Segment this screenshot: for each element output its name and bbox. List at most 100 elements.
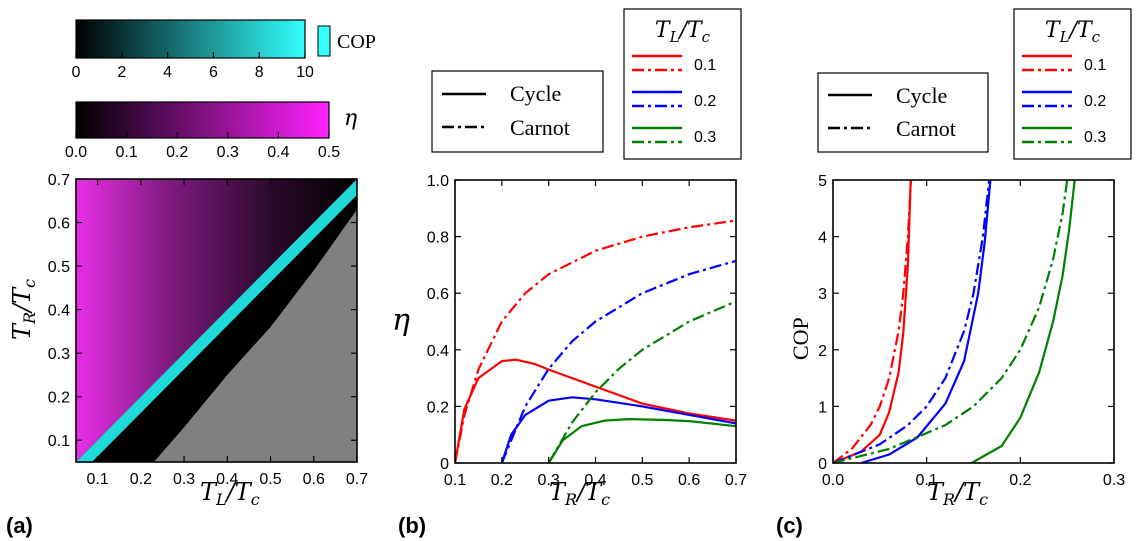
panel-b: 0.1 0.2 0.3 0.4 0.5 0.6 0.7 0 0.2 0.4 0.6 0.8 1.0 TR… (392, 8, 747, 538)
y-tick-label: 5 (818, 173, 827, 190)
series-line-0.3-cycle (971, 180, 1076, 463)
x-tick-label: 0.4 (584, 472, 606, 489)
panel-b-series-legend: TL/Tc 0.1 0.2 0.3 (623, 8, 742, 160)
panel-c-frame (832, 179, 1115, 464)
panel-a-ylabel: TR/Tc (8, 279, 39, 340)
series-line-0.1-carnot (455, 219, 736, 463)
panel-c: 0.0 0.1 0.2 0.3 0 1 2 3 4 5 TR/Tc COP (c) Cycle C… (776, 8, 1132, 538)
series-line-0.3-cycle (547, 418, 736, 463)
legend-carnot-label-c: Carnot (896, 116, 956, 141)
panel-c-ticks: 0.0 0.1 0.2 0.3 0 1 2 3 4 5 (818, 173, 1125, 489)
panel-c-style-legend: Cycle Carnot (817, 72, 989, 153)
panel-b-style-legend: Cycle Carnot (431, 70, 604, 153)
y-tick-label: 0 (818, 456, 827, 473)
panel-c-series-legend: TL/Tc 0.1 0.2 0.3 (1013, 8, 1132, 160)
legend-carnot-label: Carnot (510, 115, 570, 140)
eta-colorbar: η 0.0 0.1 0.2 0.3 0.4 0.5 (65, 101, 357, 161)
panel-a-frame (75, 178, 358, 463)
y-tick-label: 4 (818, 230, 827, 247)
panel-b-ticks: 0.1 0.2 0.3 0.4 0.5 0.6 0.7 0 0.2 0.4 0.6 0.8 1.0 (427, 173, 747, 489)
y-tick-label: 2 (818, 343, 827, 360)
eta-colorbar-tick-label: 0.1 (115, 144, 137, 161)
panel-b-xlabel: TR/Tc (549, 478, 610, 509)
x-tick-label: 0.1 (444, 472, 466, 489)
y-tick-label: 1 (818, 399, 827, 416)
y-tick-label: 0.5 (48, 259, 70, 276)
heatmap-cop-band (76, 179, 357, 462)
eta-colorbar-tick-label: 0.5 (318, 144, 340, 161)
x-tick-label: 0.2 (491, 472, 513, 489)
panel-c-xlabel: TR/Tc (927, 478, 988, 509)
eta-colorbar-gradient (75, 101, 330, 139)
series-line-0.1-carnot (833, 180, 913, 463)
panel-c-label: (c) (776, 513, 803, 538)
x-tick-label: 0.7 (346, 471, 368, 488)
y-tick-label: 0.1 (48, 433, 70, 450)
series-line-0.1-cycle (455, 358, 736, 463)
cop-colorbar-ticks: 0 2 4 6 8 10 (72, 52, 314, 81)
x-tick-label: 0.1 (86, 471, 108, 488)
x-tick-label: 0.0 (822, 472, 844, 489)
series-line-0.2-carnot (833, 180, 991, 463)
y-tick-label: 0.7 (48, 172, 70, 189)
x-tick-label: 0.3 (173, 471, 195, 488)
panel-a-label: (a) (6, 513, 33, 538)
heatmap-undefined-region (153, 209, 357, 462)
y-tick-label: 0.4 (48, 303, 70, 320)
y-tick-label: 0.2 (48, 390, 70, 407)
x-tick-label: 0.6 (303, 471, 325, 488)
y-tick-label: 0.3 (48, 346, 70, 363)
series-legend-title: TL/Tc (1045, 18, 1101, 46)
cop-colorbar-tick-label: 2 (117, 64, 126, 81)
legend-cycle-label-c: Cycle (896, 83, 947, 108)
cop-colorbar-swatch (317, 25, 331, 57)
series-legend-frame (623, 8, 742, 160)
cop-colorbar-label: COP (337, 31, 376, 53)
series-line-0.3-carnot (547, 300, 736, 463)
series-line-0.1-cycle (833, 180, 912, 463)
y-tick-label: 0.4 (427, 343, 449, 360)
panel-a: 0.1 0.2 0.3 0.4 0.5 0.6 0.7 0.1 0.2 0.3 0.4 0.5 0.6 0… (6, 172, 368, 538)
eta-colorbar-tick-label: 0.3 (217, 144, 239, 161)
eta-colorbar-tick-label: 0.4 (267, 144, 289, 161)
cop-colorbar-gradient (75, 19, 306, 59)
series-legend-frame (1013, 8, 1132, 160)
series-line-0.2-cycle (500, 396, 736, 463)
y-tick-label: 1.0 (427, 173, 449, 190)
panel-c-ylabel: COP (788, 317, 813, 360)
y-tick-label: 0.8 (427, 230, 449, 247)
x-tick-label: 0.6 (678, 472, 700, 489)
y-tick-label: 0 (440, 456, 449, 473)
y-tick-label: 0.2 (427, 399, 449, 416)
panel-b-lines (455, 219, 736, 463)
y-tick-label: 3 (818, 286, 827, 303)
x-tick-label: 0.7 (725, 472, 747, 489)
panel-a-ticks: 0.1 0.2 0.3 0.4 0.5 0.6 0.7 0.1 0.2 0.3 0.4 0.5 0.6 0… (48, 172, 368, 488)
series-legend-label-0.2: 0.2 (1084, 93, 1106, 110)
series-legend-title: TL/Tc (655, 18, 711, 46)
cop-colorbar-tick-label: 10 (296, 64, 314, 81)
eta-colorbar-label: η (344, 106, 357, 131)
series-line-0.2-carnot (500, 259, 736, 463)
x-tick-label: 0.4 (216, 471, 238, 488)
panel-a-xlabel: TL/Tc (200, 478, 260, 509)
x-tick-label: 0.5 (631, 472, 653, 489)
cop-colorbar-tick-label: 6 (209, 64, 218, 81)
cop-colorbar-tick-label: 4 (163, 64, 172, 81)
y-tick-label: 0.6 (427, 286, 449, 303)
y-tick-label: 0.6 (48, 216, 70, 233)
series-legend-label-0.3: 0.3 (1084, 129, 1106, 146)
cop-colorbar-tick-label: 8 (255, 64, 264, 81)
eta-colorbar-ticks: 0.0 0.1 0.2 0.3 0.4 0.5 (65, 132, 340, 161)
x-tick-label: 0.1 (916, 472, 938, 489)
legend-cycle-label: Cycle (510, 81, 561, 106)
x-tick-label: 0.3 (1103, 472, 1125, 489)
panel-b-label: (b) (398, 513, 426, 538)
eta-colorbar-tick-label: 0.0 (65, 144, 87, 161)
series-legend-label-0.1: 0.1 (694, 57, 716, 74)
series-legend-label-0.2: 0.2 (694, 93, 716, 110)
x-tick-label: 0.2 (130, 471, 152, 488)
series-legend-label-0.1: 0.1 (1084, 57, 1106, 74)
series-line-0.3-carnot (833, 180, 1069, 463)
